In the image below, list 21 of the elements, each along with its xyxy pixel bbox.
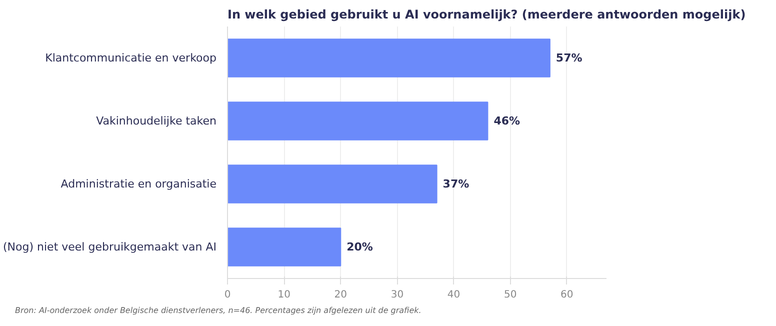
y-tick-label: Administratie en organisatie (60, 178, 217, 190)
x-tick-label: 0 (224, 290, 231, 300)
data-label: 57% (556, 52, 582, 64)
text: Bron: AI-onderzoek onder Belgische dienstverleners, n=46. Percentages zijn afgelezen uit de grafiek. (15, 305, 422, 316)
x-tick-label: 50 (504, 290, 517, 300)
x-tick-label: 20 (334, 290, 348, 300)
data-label: 46% (494, 114, 520, 128)
x-tick-label: 40 (447, 290, 460, 300)
bar (228, 38, 550, 78)
data-label: 20% (346, 240, 373, 254)
x-tick-label: 60 (560, 290, 574, 300)
x-tick-label: 10 (278, 290, 290, 300)
data-label: 37% (442, 178, 470, 190)
bar (228, 102, 488, 140)
y-tick-label: (Nog) niet veel gebruikgemaakt van AI (3, 240, 217, 254)
bar (228, 164, 438, 204)
chart-title: In welk gebied gebruikt u AI voornamelijk? (meerdere antwoorden mogelijk) (228, 8, 746, 22)
bar (228, 228, 342, 266)
x-tick-label: 30 (390, 290, 404, 300)
y-tick-label: Vakinhoudelijke taken (96, 114, 217, 128)
y-tick-label: Klantcommunicatie en verkoop (45, 52, 217, 64)
